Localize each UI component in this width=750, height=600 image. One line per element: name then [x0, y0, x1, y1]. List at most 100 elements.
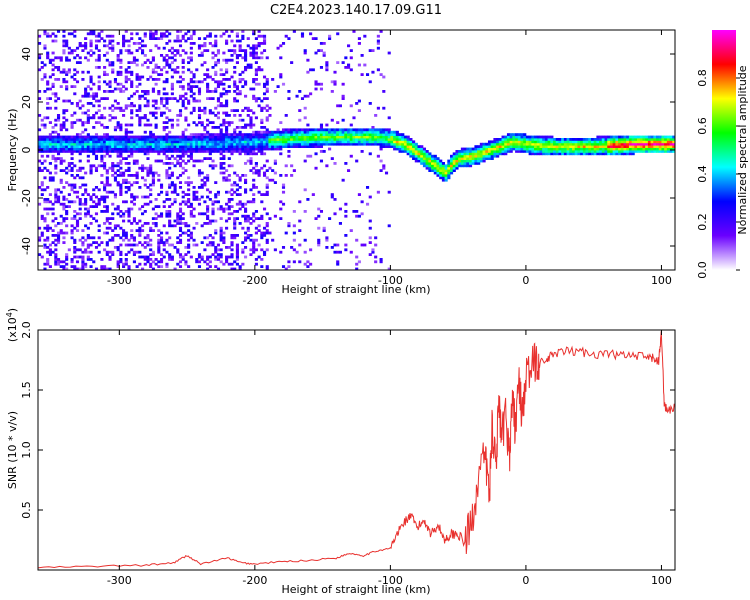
heatmap-cell [303, 51, 307, 55]
heatmap-cell [260, 258, 264, 261]
heatmap-cell [265, 147, 269, 151]
heatmap-cell [97, 164, 101, 168]
heatmap-cell [520, 150, 524, 153]
heatmap-cell [132, 140, 136, 144]
heatmap-cell [225, 121, 229, 124]
heatmap-cell [54, 217, 58, 220]
heatmap-cell [328, 140, 332, 144]
heatmap-cell [260, 265, 264, 268]
heatmap-cell [292, 133, 296, 136]
heatmap-cell [384, 128, 389, 132]
heatmap-cell [311, 128, 315, 132]
heatmap-cell [206, 174, 210, 177]
heatmap-cell [577, 147, 581, 151]
heatmap-cell [162, 147, 166, 151]
heatmap-cell [135, 142, 139, 146]
heatmap-cell [216, 104, 221, 108]
heatmap-cell [38, 68, 42, 72]
heatmap-cell [197, 138, 202, 141]
heatmap-cell [509, 140, 513, 144]
heatmap-cell [222, 166, 226, 170]
heatmap-cell [103, 70, 107, 74]
heatmap-cell [333, 250, 337, 254]
heatmap-cell [306, 58, 310, 62]
heatmap-cell [157, 193, 161, 196]
heatmap-cell [588, 140, 592, 144]
heatmap-cell [70, 138, 74, 141]
heatmap-cell [666, 135, 670, 139]
heatmap-cell [344, 66, 348, 69]
heatmap-cell [252, 241, 256, 244]
heatmap-cell [563, 147, 567, 151]
heatmap-cell [113, 140, 118, 144]
heatmap-cell [159, 97, 164, 100]
heatmap-cell [444, 178, 448, 182]
heatmap-cell [200, 54, 204, 57]
heatmap-cell [257, 229, 261, 232]
heatmap-cell [439, 164, 443, 168]
heatmap-cell [425, 152, 429, 156]
heatmap-cell [281, 186, 286, 189]
heatmap-cell [81, 94, 85, 98]
heatmap-cell [276, 147, 280, 151]
heatmap-cell [387, 224, 391, 228]
heatmap-cell [162, 152, 166, 156]
heatmap-cell [197, 121, 202, 124]
heatmap-cell [298, 219, 302, 223]
heatmap-cell [178, 162, 183, 165]
heatmap-cell [279, 56, 283, 60]
colorbar-tick-label: 0.8 [696, 69, 709, 87]
heatmap-cell [159, 111, 164, 115]
heatmap-cell [86, 70, 90, 74]
heatmap-cell [168, 205, 172, 208]
heatmap-cell [534, 147, 538, 151]
heatmap-cell [539, 145, 543, 148]
heatmap-cell [54, 255, 58, 259]
heatmap-cell [271, 147, 275, 151]
heatmap-cell [127, 162, 131, 165]
heatmap-cell [371, 49, 375, 52]
colorbar-label: Normalized spectral amplitude [736, 65, 749, 234]
heatmap-cell [122, 200, 126, 204]
heatmap-cell [650, 147, 654, 151]
heatmap-cell [466, 162, 470, 165]
heatmap-cell [211, 133, 215, 136]
heatmap-cell [504, 138, 508, 141]
heatmap-cell [124, 138, 128, 141]
heatmap-cell [319, 210, 324, 213]
heatmap-cell [376, 135, 380, 139]
heatmap-cell [154, 222, 158, 225]
heatmap-cell [566, 142, 570, 146]
heatmap-cell [46, 238, 50, 242]
heatmap-cell [311, 130, 315, 134]
heatmap-cell [244, 145, 248, 148]
heatmap-cell [203, 157, 207, 160]
heatmap-cell [246, 114, 250, 117]
heatmap-cell [124, 260, 128, 264]
heatmap-cell [233, 49, 237, 52]
heatmap-cell [65, 217, 69, 220]
heatmap-cell [441, 164, 445, 168]
heatmap-cell [244, 236, 248, 240]
heatmap-cell [138, 37, 142, 40]
heatmap-cell [151, 140, 155, 144]
heatmap-cell [108, 82, 112, 86]
heatmap-cell [192, 42, 196, 45]
heatmap-cell [203, 106, 207, 110]
heatmap-cell [225, 104, 229, 108]
heatmap-cell [468, 154, 473, 158]
heatmap-cell [482, 142, 486, 146]
heatmap-cell [97, 87, 101, 91]
heatmap-cell [227, 114, 231, 117]
heatmap-cell [103, 116, 107, 120]
heatmap-cell [623, 142, 627, 146]
heatmap-cell [664, 147, 668, 151]
heatmap-cell [146, 145, 150, 148]
heatmap-cell [355, 142, 359, 146]
heatmap-cell [219, 140, 223, 144]
heatmap-cell [257, 145, 261, 148]
heatmap-cell [67, 200, 71, 204]
heatmap-cell [455, 166, 459, 170]
heatmap-cell [281, 202, 286, 206]
heatmap-cell [135, 243, 139, 247]
